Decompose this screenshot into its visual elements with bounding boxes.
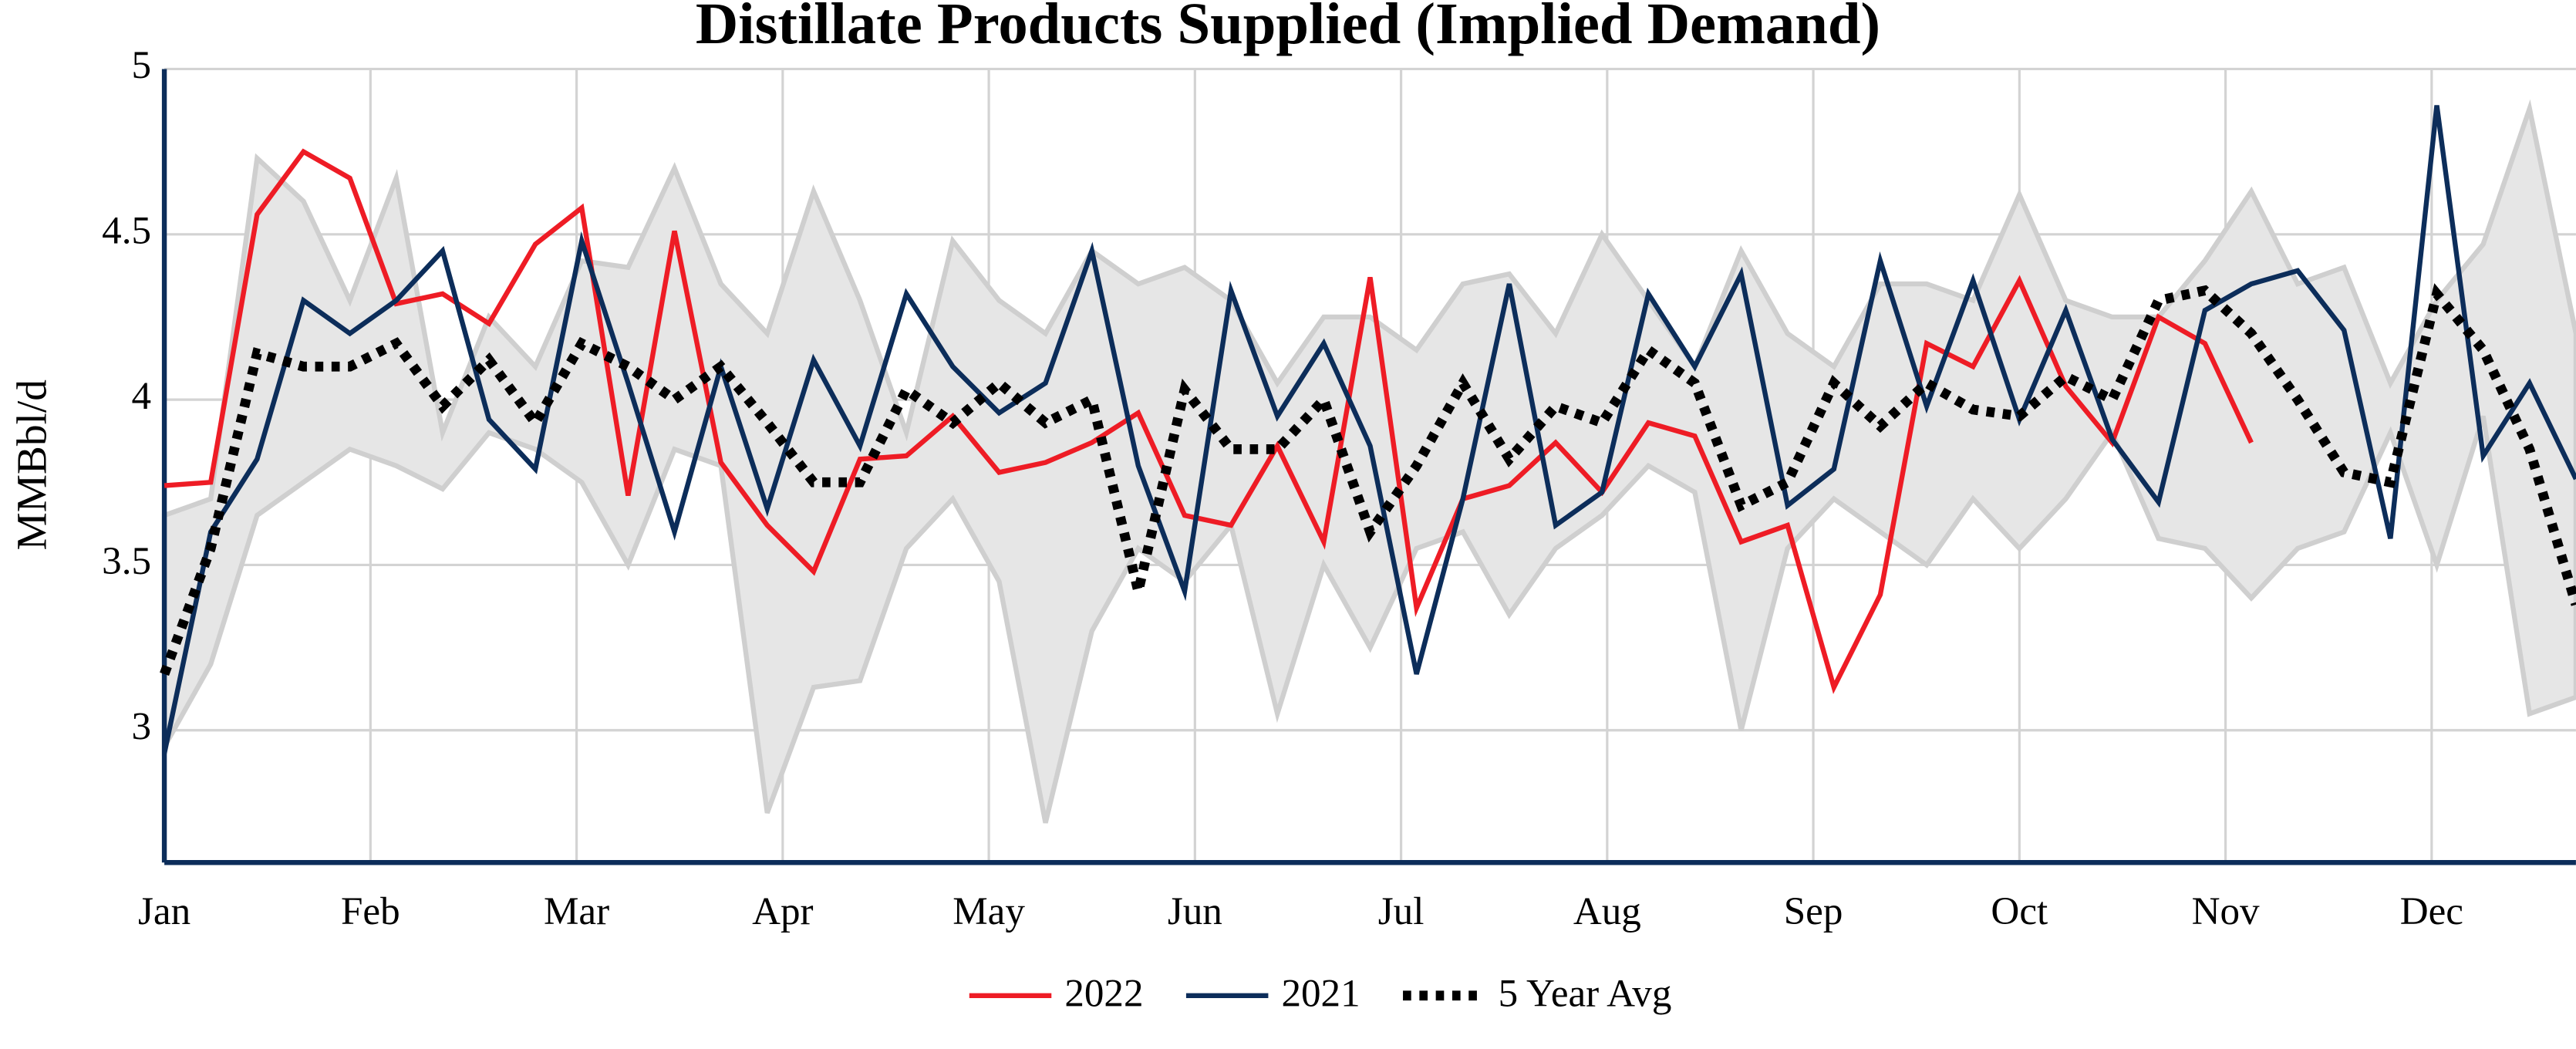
legend-label: 2021	[1281, 972, 1360, 1016]
legend-label: 5 Year Avg	[1499, 972, 1672, 1016]
x-tick-label: Feb	[341, 889, 400, 933]
x-tick-label: Oct	[1991, 889, 2048, 933]
legend-label: 2022	[1064, 972, 1143, 1016]
y-tick-label: 4	[131, 374, 151, 418]
x-tick-label: May	[953, 889, 1025, 933]
x-tick-label: Jul	[1378, 889, 1425, 933]
y-tick-label: 3.5	[102, 539, 151, 583]
series-line	[164, 148, 2254, 694]
x-tick-label: Jan	[138, 889, 191, 933]
x-tick-label: Nov	[2192, 889, 2260, 933]
x-tick-label: Jun	[1168, 889, 1222, 933]
x-tick-label: Dec	[2400, 889, 2463, 933]
range-band	[161, 99, 2576, 824]
series-line	[160, 283, 2576, 676]
chart-title: Distillate Products Supplied (Implied De…	[696, 0, 1880, 56]
x-tick-label: Mar	[544, 889, 609, 933]
y-tick-label: 4.5	[102, 209, 151, 253]
y-axis-label: MMBbl/d	[8, 379, 56, 551]
y-tick-label: 3	[131, 705, 151, 749]
x-tick-label: Apr	[752, 889, 813, 933]
x-tick-label: Sep	[1784, 889, 1843, 933]
x-tick-label: Aug	[1573, 889, 1641, 933]
y-tick-label: 5	[131, 43, 151, 87]
series-line	[161, 105, 2576, 754]
